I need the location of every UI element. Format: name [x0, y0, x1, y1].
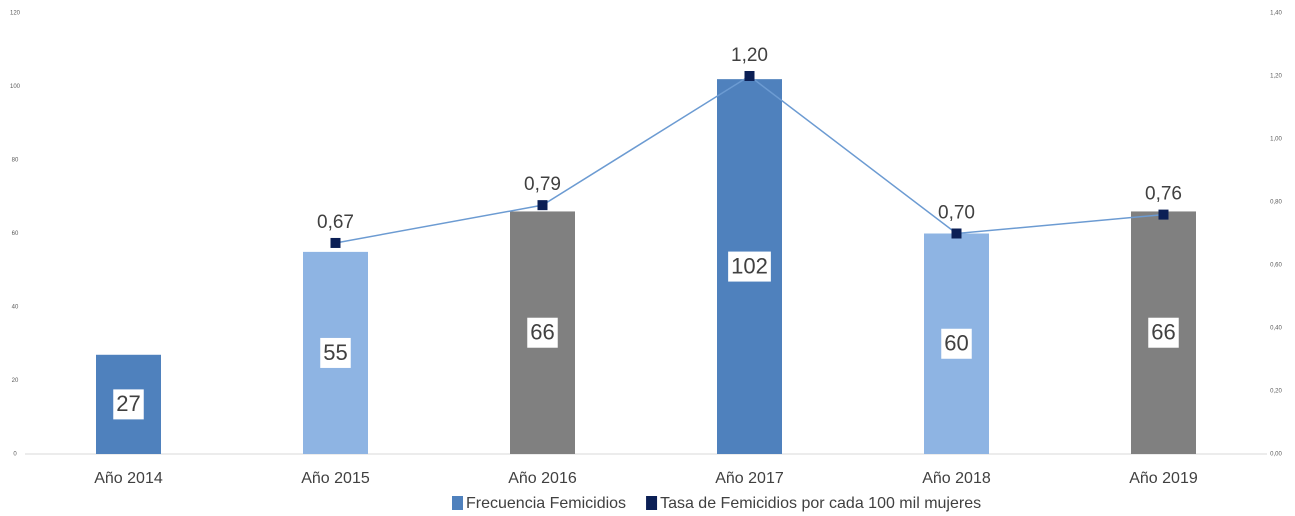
- y2-tick-label: 0,00: [1270, 452, 1282, 458]
- legend-label: Tasa de Femicidios por cada 100 mil muje…: [660, 495, 981, 512]
- y-tick-label: 40: [12, 305, 19, 311]
- data-label-box: [728, 251, 771, 282]
- x-tick-label: Año 2018: [922, 470, 991, 487]
- data-label: 55: [323, 340, 347, 365]
- y2-tick-label: 1,40: [1270, 11, 1282, 17]
- data-label-box: [113, 389, 144, 420]
- y-tick-label: 80: [12, 158, 19, 164]
- data-label-box: [320, 337, 351, 368]
- data-label: 60: [944, 331, 968, 356]
- x-tick-label: Año 2017: [715, 470, 784, 487]
- data-label: 102: [731, 253, 768, 278]
- y2-tick-label: 0,60: [1270, 263, 1282, 269]
- data-label-box: [941, 328, 972, 359]
- data-label: 66: [530, 320, 554, 345]
- data-label: 0,70: [938, 203, 975, 224]
- y2-tick-label: 1,00: [1270, 137, 1282, 143]
- data-label: 0,67: [317, 212, 354, 233]
- y-tick-label: 100: [10, 84, 21, 90]
- y-tick-label: 60: [12, 231, 19, 237]
- data-label: 1,20: [731, 45, 768, 66]
- legend-swatch: [452, 496, 463, 510]
- x-tick-label: Año 2015: [301, 470, 370, 487]
- y-tick-label: 120: [10, 11, 21, 17]
- line-marker: [330, 237, 341, 248]
- data-label: 27: [116, 391, 140, 416]
- legend-label: Frecuencia Femicidios: [466, 495, 626, 512]
- x-tick-label: Año 2016: [508, 470, 577, 487]
- y-tick-label: 0: [13, 452, 17, 458]
- y-tick-label: 20: [12, 378, 19, 384]
- data-label: 0,76: [1145, 184, 1182, 205]
- line-marker: [951, 228, 962, 239]
- y2-tick-label: 0,80: [1270, 200, 1282, 206]
- x-tick-label: Año 2019: [1129, 470, 1198, 487]
- data-label-box: [1148, 317, 1179, 348]
- data-label-box: [527, 317, 558, 348]
- line-marker: [537, 200, 548, 211]
- x-tick-label: Año 2014: [94, 470, 163, 487]
- y2-tick-label: 0,20: [1270, 389, 1282, 395]
- y2-tick-label: 0,40: [1270, 326, 1282, 332]
- data-label: 0,79: [524, 174, 561, 195]
- line-marker: [744, 71, 755, 81]
- line-marker: [1158, 209, 1169, 220]
- data-label: 66: [1151, 320, 1175, 345]
- legend-swatch: [646, 496, 658, 510]
- y2-tick-label: 1,20: [1270, 74, 1282, 80]
